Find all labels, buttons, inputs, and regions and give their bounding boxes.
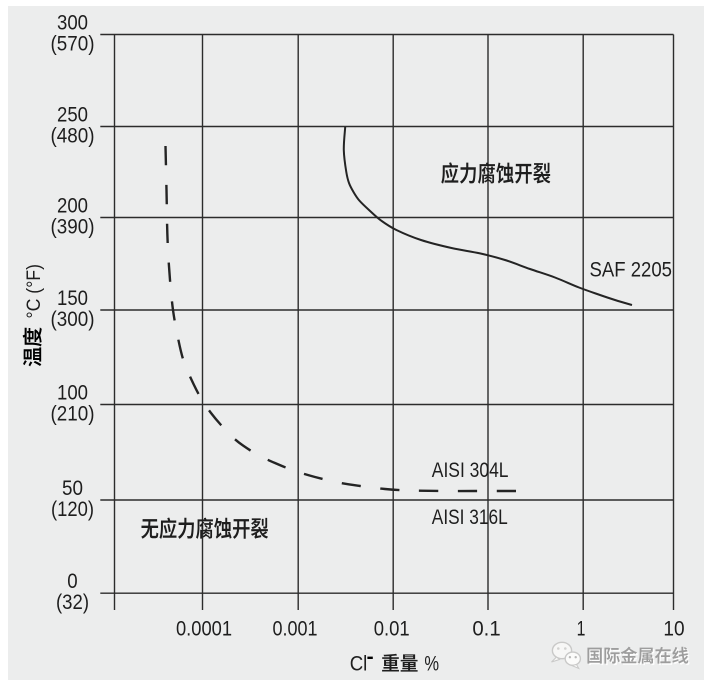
- svg-text:0.0001: 0.0001: [176, 617, 232, 641]
- svg-text:AISI 316L: AISI 316L: [432, 505, 508, 529]
- svg-text:AISI 304L: AISI 304L: [432, 458, 509, 482]
- svg-text:0: 0: [67, 569, 77, 593]
- svg-text:SAF 2205: SAF 2205: [590, 258, 673, 282]
- svg-text:200: 200: [57, 194, 88, 218]
- svg-text:°C (°F): °C (°F): [23, 264, 45, 319]
- svg-text:(210): (210): [51, 402, 95, 426]
- svg-text:(390): (390): [51, 215, 95, 239]
- svg-text:(570): (570): [51, 32, 95, 56]
- svg-text:0.1: 0.1: [472, 617, 500, 641]
- svg-text:(32): (32): [56, 590, 89, 614]
- svg-text:100: 100: [57, 381, 88, 405]
- svg-text:300: 300: [57, 11, 88, 35]
- svg-text:50: 50: [62, 476, 83, 500]
- svg-text:(300): (300): [51, 307, 95, 331]
- svg-text:0.001: 0.001: [273, 617, 318, 641]
- svg-text:Cl: Cl: [350, 652, 368, 676]
- svg-text:(120): (120): [51, 497, 94, 521]
- svg-text:%: %: [424, 652, 439, 676]
- svg-text:10: 10: [663, 617, 684, 641]
- svg-text:250: 250: [57, 103, 88, 127]
- svg-text:(480): (480): [51, 124, 95, 148]
- svg-text:1: 1: [577, 617, 586, 641]
- svg-text:0.01: 0.01: [374, 617, 410, 641]
- svg-text:150: 150: [57, 286, 88, 310]
